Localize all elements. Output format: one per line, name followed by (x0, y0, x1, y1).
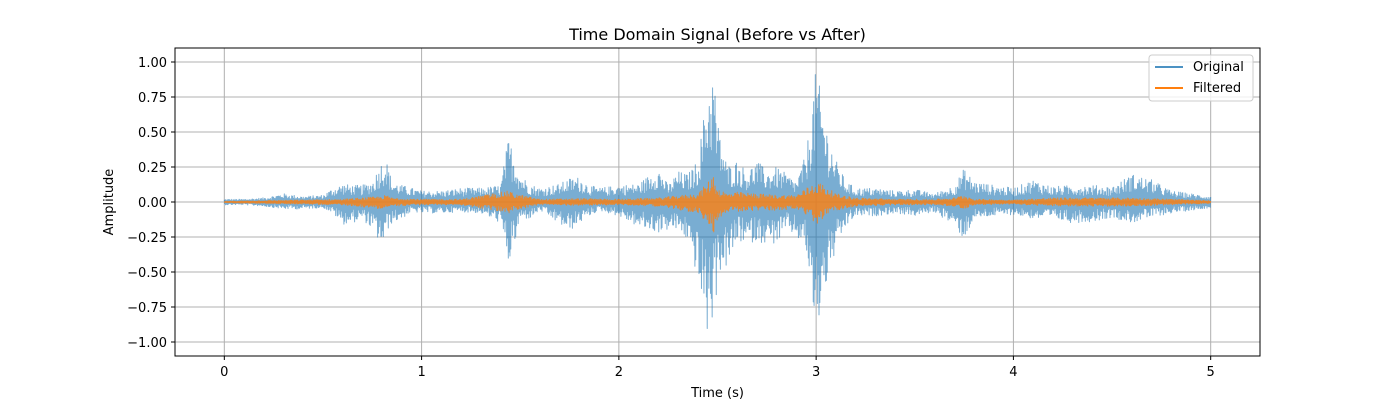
y-tick-label: 0.75 (138, 91, 167, 106)
x-tick-label: 0 (220, 365, 228, 380)
series-layer (223, 74, 1212, 329)
y-tick-label: 1.00 (138, 56, 167, 71)
legend-label-filtered: Filtered (1193, 81, 1241, 96)
ticks: 0 1 2 3 4 5 −1.00 −0.75 −0.50 −0.25 0.00 0.25 0.50 0.… (127, 56, 1215, 380)
y-tick-label: −0.75 (127, 301, 167, 316)
legend-label-original: Original (1193, 60, 1244, 75)
x-tick-label: 2 (615, 365, 623, 380)
series-line-original (223, 74, 1212, 329)
series-line-filtered (223, 177, 1212, 233)
y-tick-label: −1.00 (127, 336, 167, 351)
x-axis-label: Time (s) (690, 386, 744, 400)
y-tick-label: −0.25 (127, 231, 167, 246)
x-tick-label: 5 (1207, 365, 1215, 380)
legend: Original Filtered (1148, 54, 1254, 102)
x-tick-label: 4 (1009, 365, 1017, 380)
chart-title: Time Domain Signal (Before vs After) (568, 25, 866, 44)
y-tick-label: −0.50 (127, 266, 167, 281)
y-tick-label: 0.00 (138, 196, 167, 211)
y-tick-label: 0.50 (138, 126, 167, 141)
x-tick-label: 1 (417, 365, 425, 380)
x-tick-label: 3 (812, 365, 820, 380)
y-axis-label: Amplitude (102, 169, 117, 236)
y-tick-label: 0.25 (138, 161, 167, 176)
